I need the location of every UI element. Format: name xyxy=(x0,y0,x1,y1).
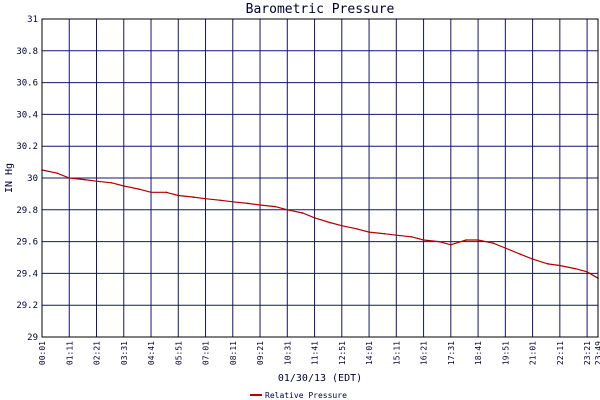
x-tick-label: 23:49 xyxy=(594,341,600,365)
data-point xyxy=(95,180,98,182)
data-point xyxy=(492,242,495,244)
data-point xyxy=(177,194,180,197)
legend: Relative Pressure xyxy=(250,391,347,400)
y-tick-label: 29.6 xyxy=(16,238,38,248)
y-tick-labels: 29 29.2 29.4 29.6 29.8 30 30.2 30.4 30.6 30.8 31 xyxy=(16,15,38,343)
data-point xyxy=(231,201,234,203)
data-point xyxy=(301,212,304,214)
data-point xyxy=(519,253,522,256)
x-tick-label: 12:51 xyxy=(338,341,347,365)
y-tick-label: 29.4 xyxy=(16,269,38,279)
data-point xyxy=(138,188,140,190)
x-tick-label: 08:11 xyxy=(229,341,238,365)
data-point xyxy=(450,243,452,246)
x-tick-label: 05:51 xyxy=(174,341,183,365)
plot-frame xyxy=(41,18,599,338)
data-point xyxy=(559,264,561,267)
data-point xyxy=(165,191,168,194)
data-point xyxy=(274,205,277,208)
y-tick-label: 30.8 xyxy=(16,47,38,57)
chart-title: Barometric Pressure xyxy=(246,2,395,17)
data-point xyxy=(122,185,125,187)
y-tick-label: 30.6 xyxy=(16,79,38,89)
data-point xyxy=(286,209,289,211)
x-tick-label: 14:01 xyxy=(365,341,374,365)
data-point xyxy=(56,172,58,175)
x-tick-label: 15:11 xyxy=(392,341,401,365)
y-tick-label: 29.2 xyxy=(16,301,38,311)
x-tick-label: 00:01 xyxy=(38,341,47,365)
x-tick-label: 11:41 xyxy=(311,341,320,365)
y-axis-label: IN Hg xyxy=(4,163,15,193)
data-point xyxy=(150,191,152,194)
data-point xyxy=(465,239,467,241)
data-point xyxy=(204,197,207,200)
y-tick-label: 30.2 xyxy=(16,142,38,152)
y-tick-label: 31 xyxy=(27,15,38,25)
data-point xyxy=(410,236,413,238)
data-point xyxy=(574,267,576,270)
data-point xyxy=(219,199,222,202)
data-point xyxy=(341,224,343,227)
data-point xyxy=(504,247,507,249)
data-point xyxy=(586,271,588,273)
data-point xyxy=(422,239,425,241)
data-point xyxy=(259,204,261,206)
data-point xyxy=(368,231,370,233)
data-point xyxy=(531,258,534,260)
y-tick-label: 30 xyxy=(27,174,38,184)
y-tick-label: 29.8 xyxy=(16,206,38,216)
x-tick-label: 04:41 xyxy=(147,341,156,365)
series-line-relative-pressure xyxy=(41,169,599,279)
x-tick-label: 23:21 xyxy=(583,341,592,365)
data-point xyxy=(477,239,479,241)
data-point xyxy=(395,234,398,237)
x-tick-labels: 00:01 01:11 02:21 03:31 04:41 05:51 07:01 08:11… xyxy=(38,341,600,365)
data-point xyxy=(546,263,549,265)
data-point xyxy=(437,240,440,243)
x-tick-label: 22:11 xyxy=(556,341,565,365)
data-point xyxy=(83,178,86,181)
x-tick-label: 01:11 xyxy=(65,341,74,365)
x-tick-label: 17:31 xyxy=(447,341,456,365)
data-point xyxy=(328,221,331,224)
data-point xyxy=(68,177,71,179)
x-tick-label: 10:31 xyxy=(283,341,292,365)
x-tick-label: 21:01 xyxy=(529,341,538,365)
data-point xyxy=(110,181,113,184)
legend-label: Relative Pressure xyxy=(265,391,347,400)
x-tick-label: 18:41 xyxy=(474,341,483,365)
data-point xyxy=(192,196,195,198)
data-point xyxy=(313,216,316,219)
x-tick-label: 07:01 xyxy=(202,341,211,365)
data-point xyxy=(356,228,358,230)
y-tick-label: 29 xyxy=(27,333,38,343)
x-tick-label: 09:21 xyxy=(256,341,265,365)
x-tick-label: 16:21 xyxy=(420,341,429,365)
y-tick-label: 30.4 xyxy=(16,110,38,120)
data-point xyxy=(383,232,386,235)
x-axis-label: 01/30/13 (EDT) xyxy=(278,373,362,384)
x-tick-label: 03:31 xyxy=(120,341,129,365)
x-tick-label: 19:51 xyxy=(501,341,510,365)
x-tick-label: 02:21 xyxy=(93,341,102,365)
data-point xyxy=(247,202,249,205)
